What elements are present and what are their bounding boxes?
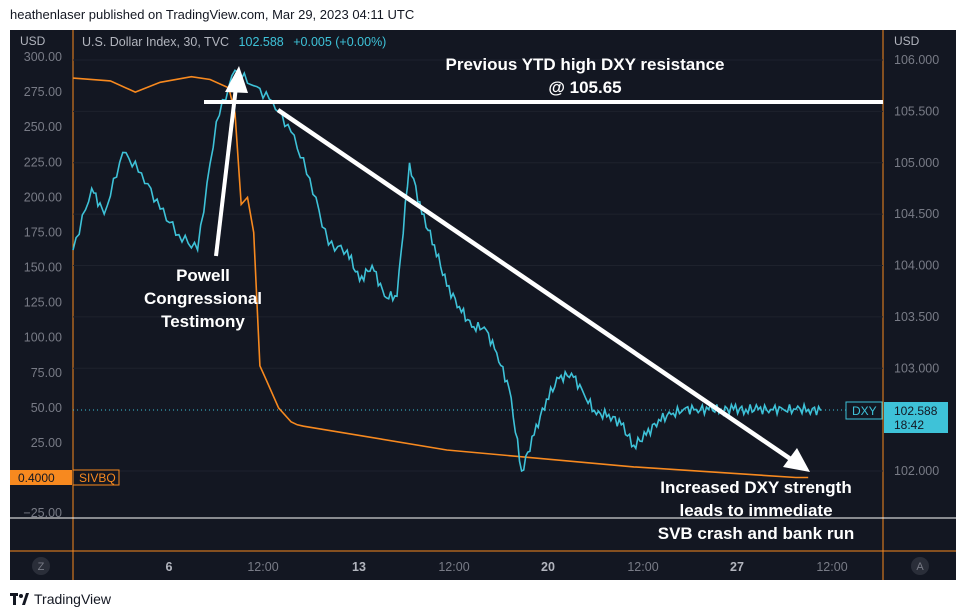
- right-axis-tick: 104.000: [894, 259, 939, 273]
- right-axis-tick: 102.000: [894, 464, 939, 478]
- left-axis-label: USD: [20, 34, 46, 48]
- time-axis-left-button[interactable]: Z: [32, 557, 50, 575]
- a-button-label[interactable]: A: [916, 561, 924, 573]
- a-button-circle[interactable]: [911, 557, 929, 575]
- powell-text-line2: Congressional: [144, 289, 262, 308]
- left-axis-tick: 300.00: [24, 50, 62, 64]
- footer: TradingView: [0, 583, 966, 616]
- sivbq-symbol-box: [72, 469, 120, 486]
- left-axis-tick: −25.00: [23, 506, 62, 520]
- time-axis-tick: 12:00: [627, 560, 658, 574]
- tradingview-logo-icon: [10, 593, 29, 605]
- time-axis-tick: 20: [541, 560, 555, 574]
- publisher-text: heathenlaser published on TradingView.co…: [10, 7, 415, 22]
- right-axis-tick: 105.500: [894, 104, 939, 118]
- powell-arrowhead: [225, 66, 248, 93]
- legend-price: 102.588: [239, 35, 284, 49]
- legend-change: +0.005 (+0.00%): [293, 35, 386, 49]
- time-axis: 6 12:00 13 12:00 20 12:00 27 12:00: [166, 560, 848, 574]
- left-axis-tick: 275.00: [24, 85, 62, 99]
- left-axis-tick: 100.00: [24, 331, 62, 345]
- time-axis-tick: 12:00: [438, 560, 469, 574]
- legend: U.S. Dollar Index, 30, TVC 102.588 +0.00…: [82, 35, 386, 49]
- time-axis-tick: 12:00: [816, 560, 847, 574]
- powell-arrow-shaft: [214, 86, 238, 257]
- dxy-price-box: [884, 402, 948, 433]
- sivbq-value: 0.4000: [18, 471, 55, 485]
- sivbq-symbol: SIVBQ: [79, 471, 116, 485]
- trend-arrow-shaft: [276, 108, 794, 462]
- trend-arrowhead: [783, 448, 810, 472]
- legend-symbol: U.S. Dollar Index, 30, TVC: [82, 35, 229, 49]
- svb-text-line3: SVB crash and bank run: [658, 524, 855, 543]
- left-axis-tick: 250.00: [24, 120, 62, 134]
- resistance-text-line2: @ 105.65: [548, 78, 621, 97]
- left-axis-tick: 125.00: [24, 296, 62, 310]
- svb-text-line2: leads to immediate: [679, 501, 832, 520]
- dxy-price-tag: DXY 102.588 18:42: [845, 401, 948, 433]
- time-axis-tick: 6: [166, 560, 173, 574]
- time-axis-tick: 27: [730, 560, 744, 574]
- left-axis-tick: 225.00: [24, 155, 62, 169]
- brand-name: TradingView: [34, 591, 112, 607]
- brand-logo[interactable]: TradingView: [10, 591, 111, 607]
- chart-svg[interactable]: USD USD 300.00 275.00 250.00 225.00 200.00 17…: [10, 30, 956, 580]
- z-button-circle[interactable]: [32, 557, 50, 575]
- powell-text-line3: Testimony: [161, 312, 245, 331]
- right-axis-tick: 103.000: [894, 361, 939, 375]
- right-axis-tick: 105.000: [894, 156, 939, 170]
- dxy-symbol: DXY: [852, 404, 877, 418]
- resistance-text-line1: Previous YTD high DXY resistance: [445, 55, 724, 74]
- right-axis-tick: 106.000: [894, 53, 939, 67]
- sivbq-price-tag: 0.4000 SIVBQ: [10, 469, 120, 486]
- left-axis-tick: 175.00: [24, 225, 62, 239]
- z-button-label[interactable]: Z: [38, 561, 45, 573]
- left-axis-tick: 200.00: [24, 190, 62, 204]
- chart-container[interactable]: USD USD 300.00 275.00 250.00 225.00 200.00 17…: [10, 30, 956, 580]
- left-axis-tick: 150.00: [24, 261, 62, 275]
- right-axis-ticks: 106.000 105.500 105.000 104.500 104.000 103.5…: [894, 53, 939, 478]
- dxy-symbol-box: [845, 401, 883, 420]
- sivbq-value-box: [10, 470, 72, 485]
- time-axis-right-button[interactable]: A: [911, 557, 929, 575]
- right-axis-tick: 103.500: [894, 310, 939, 324]
- right-axis-label: USD: [894, 34, 920, 48]
- time-axis-tick: 13: [352, 560, 366, 574]
- svb-text-line1: Increased DXY strength: [660, 478, 851, 497]
- right-axis-tick: 104.500: [894, 207, 939, 221]
- left-axis-ticks: 300.00 275.00 250.00 225.00 200.00 175.00 150.…: [23, 50, 62, 520]
- time-axis-tick: 12:00: [247, 560, 278, 574]
- powell-text-line1: Powell: [176, 266, 230, 285]
- dxy-price: 102.588: [894, 404, 938, 418]
- left-axis-tick: 25.00: [31, 436, 62, 450]
- sivbq-series-line[interactable]: [72, 75, 809, 479]
- grid: [73, 59, 883, 472]
- left-axis-tick: 50.00: [31, 401, 62, 415]
- publisher-bar: heathenlaser published on TradingView.co…: [0, 0, 966, 30]
- dxy-countdown: 18:42: [894, 418, 924, 432]
- left-axis-tick: 75.00: [31, 366, 62, 380]
